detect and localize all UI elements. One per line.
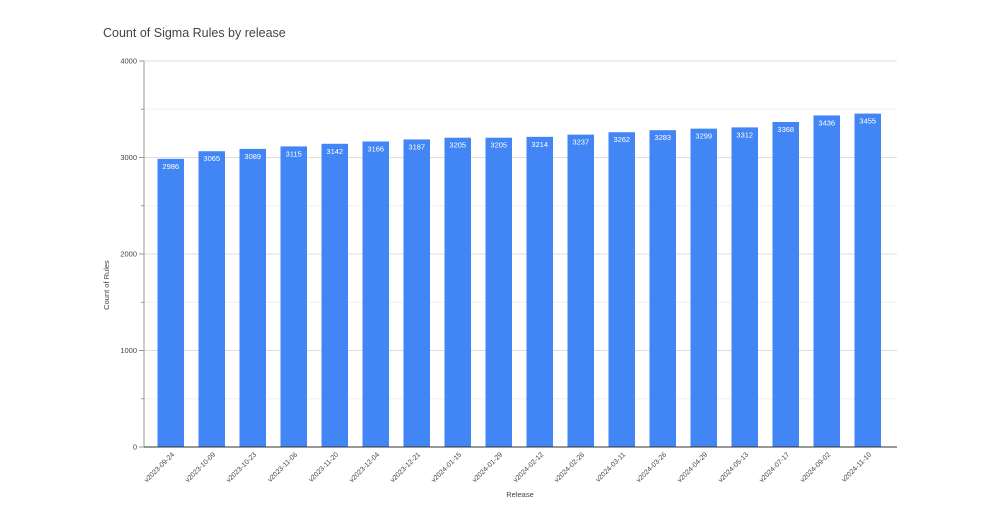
bar — [403, 139, 430, 447]
bar — [526, 136, 553, 447]
gridlines — [144, 60, 897, 400]
x-tick-label: v2023-12-04 — [348, 451, 381, 484]
y-tick-label: 2000 — [120, 250, 137, 259]
data-label: 3089 — [244, 152, 261, 161]
y-tick-label: 3000 — [120, 153, 137, 162]
bar — [649, 130, 676, 448]
bar — [485, 137, 512, 447]
y-axis: 0 1000 2000 3000 4000 — [120, 57, 145, 452]
x-tick-label: v2024-03-11 — [595, 451, 627, 483]
data-label: 3115 — [286, 149, 302, 158]
data-label: 3368 — [777, 125, 794, 134]
data-label: 3166 — [367, 144, 384, 153]
data-label: 3142 — [326, 147, 343, 156]
y-tick-label: 1000 — [120, 346, 137, 355]
y-tick-label: 4000 — [120, 57, 137, 66]
bar — [280, 146, 307, 447]
data-label: 3237 — [572, 138, 589, 147]
bar — [772, 121, 799, 447]
data-label: 3205 — [449, 141, 466, 150]
bar — [813, 115, 840, 448]
x-tick-label: v2024-05-13 — [717, 451, 750, 484]
data-label: 3262 — [613, 135, 630, 144]
x-axis-title: Release — [506, 490, 534, 499]
x-tick-label: v2024-01-29 — [471, 451, 504, 484]
bar — [239, 148, 266, 447]
data-label: 3455 — [859, 117, 876, 126]
bars: 2986 3065 3089 3115 3142 3166 3187 3205 3205 3214… — [157, 113, 881, 448]
x-tick-label: v2024-02-26 — [553, 451, 586, 484]
data-label: 3187 — [408, 142, 425, 151]
x-tick-label: v2023-12-21 — [389, 451, 422, 484]
bar — [444, 137, 471, 447]
x-tick-label: v2023-11-06 — [267, 451, 299, 483]
data-label: 3065 — [203, 154, 220, 163]
bar — [157, 158, 184, 447]
bar — [854, 113, 881, 447]
y-axis-title: Count of Rules — [102, 260, 111, 310]
x-tick-label: v2023-10-23 — [225, 451, 258, 484]
x-axis: v2023-09-24 v2023-10-09 v2023-10-23 v2023-1… — [143, 446, 897, 484]
data-label: 3312 — [736, 130, 753, 139]
x-tick-label: v2023-11-20 — [308, 451, 340, 483]
data-label: 2986 — [162, 162, 179, 171]
bar — [567, 134, 594, 447]
x-tick-label: v2024-11-10 — [841, 451, 873, 483]
chart-title: Count of Sigma Rules by release — [103, 26, 286, 40]
y-tick-label: 0 — [133, 443, 137, 452]
x-tick-label: v2024-02-12 — [512, 451, 545, 484]
data-label: 3205 — [490, 141, 507, 150]
x-tick-label: v2023-09-24 — [143, 451, 176, 484]
x-tick-label: v2024-03-26 — [635, 451, 668, 484]
bar — [690, 128, 717, 448]
x-tick-label: v2024-07-17 — [758, 451, 791, 484]
bar — [608, 132, 635, 448]
bar — [362, 141, 389, 447]
bar — [321, 143, 348, 447]
x-tick-label: v2024-04-29 — [676, 451, 709, 484]
x-tick-label: v2024-01-15 — [430, 451, 463, 484]
bar — [198, 151, 225, 448]
bar — [731, 127, 758, 447]
data-label: 3299 — [695, 132, 712, 141]
x-tick-label: v2023-10-09 — [184, 451, 217, 484]
data-label: 3283 — [654, 133, 671, 142]
data-label: 3214 — [531, 140, 548, 149]
data-label: 3436 — [818, 118, 835, 127]
x-tick-label: v2024-09-02 — [799, 451, 832, 484]
